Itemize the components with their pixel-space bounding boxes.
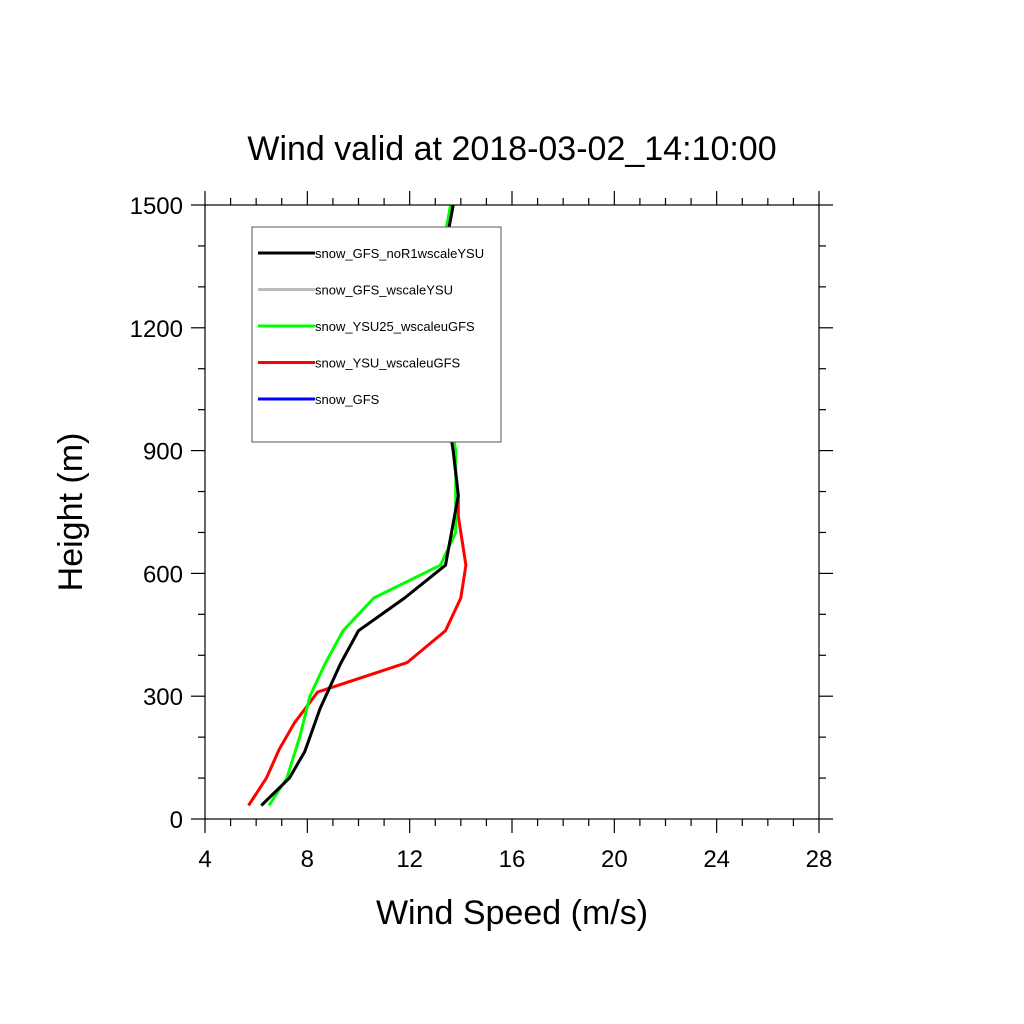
x-tick-label: 28: [806, 846, 833, 873]
x-tick-label: 12: [396, 846, 423, 873]
y-tick-label: 600: [143, 561, 183, 588]
legend-box: [251, 226, 502, 443]
legend-label: snow_GFS_wscaleYSU: [315, 283, 453, 298]
x-tick-label: 24: [703, 846, 730, 873]
y-axis-label: Height (m): [52, 433, 90, 592]
x-tick-label: 16: [499, 846, 526, 873]
y-tick-label: 0: [170, 807, 183, 834]
x-tick-label: 20: [601, 846, 628, 873]
y-tick-label: 1500: [130, 193, 183, 220]
legend-label: snow_YSU_wscaleuGFS: [315, 356, 461, 371]
y-tick-label: 300: [143, 684, 183, 711]
axes-layer: 4 8 12 16 20 24 28 0 300 600 900 1200 1500: [130, 191, 833, 873]
x-axis-label: Wind Speed (m/s): [376, 894, 648, 932]
legend-label: snow_YSU25_wscaleuGFS: [315, 319, 475, 334]
x-tick-label: 8: [301, 846, 314, 873]
x-tick-label: 4: [198, 846, 211, 873]
y-tick-label: 1200: [130, 316, 183, 343]
legend: snow_GFS_noR1wscaleYSU snow_GFS_wscaleYSU…: [251, 226, 502, 443]
chart-title: Wind valid at 2018-03-02_14:10:00: [247, 130, 776, 168]
legend-label: snow_GFS: [315, 392, 380, 407]
y-tick-label: 900: [143, 439, 183, 466]
legend-label: snow_GFS_noR1wscaleYSU: [315, 246, 484, 261]
